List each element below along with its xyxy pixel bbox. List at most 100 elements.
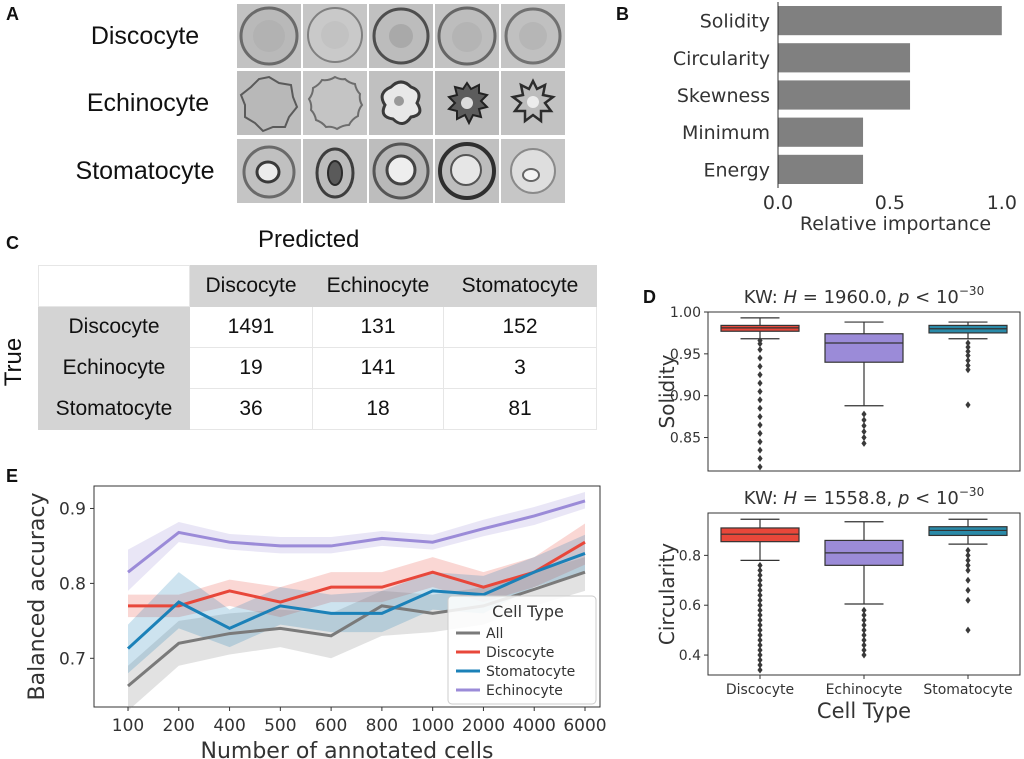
outlier-point [861, 641, 867, 649]
matrix-cell: 1491 [189, 306, 313, 348]
matrix-cell: 3 [443, 347, 597, 389]
x-tick-label: 0.5 [875, 192, 905, 214]
outlier-point [965, 352, 971, 360]
outlier-point [757, 454, 763, 462]
category-label: Minimum [682, 122, 770, 144]
outlier-point [757, 566, 763, 574]
matrix-cell: 81 [443, 388, 597, 430]
importance-bar [778, 80, 911, 110]
feature-importance-chart: Solidity Circularity Skewness Minimum Energy… [673, 2, 1017, 235]
outlier-point [757, 388, 763, 395]
confusion-matrix-row-axis-label: True [0, 337, 27, 387]
outlier-point [757, 586, 763, 594]
micrograph-echinocyte [303, 71, 367, 135]
x-tick-label: 6000 [563, 716, 606, 736]
outlier-point [757, 354, 763, 362]
outlier-point [757, 591, 763, 599]
outlier-point [757, 661, 763, 669]
outlier-point [757, 581, 763, 589]
outlier-point [757, 576, 763, 584]
micrograph-echinocyte [237, 71, 301, 135]
micrograph-discocyte [369, 4, 433, 68]
x-tick-label: Echinocyte [826, 682, 903, 698]
outlier-point [757, 413, 763, 421]
confusion-matrix: Discocyte Echinocyte Stomatocyte Discocy… [38, 265, 597, 430]
balanced-accuracy-chart: 0.7 0.8 0.9 100 200 400 500 600 800 1000 2000 4000 6… [25, 485, 607, 759]
outlier-point [757, 631, 763, 639]
outlier-point [757, 606, 763, 614]
legend-label: All [486, 626, 503, 642]
box-iqr [928, 526, 1008, 537]
outlier-point [861, 616, 867, 624]
category-label: Energy [703, 159, 770, 181]
outlier-point [861, 439, 867, 447]
outlier-point [861, 416, 867, 424]
legend-label: Stomatocyte [486, 664, 575, 680]
outlier-point [965, 401, 971, 409]
series-line [128, 540, 586, 608]
matrix-row-header: Stomatocyte [38, 388, 190, 430]
legend-box [447, 595, 597, 705]
outlier-point [861, 611, 867, 619]
category-label: Skewness [677, 85, 770, 107]
y-tick-label: 0.8 [59, 574, 86, 594]
confusion-matrix-title: Predicted [258, 226, 360, 253]
outlier-point [757, 421, 763, 429]
matrix-cell: 131 [312, 306, 444, 348]
circularity-boxplot: KW: H = 1558.8, p < 10−30 0.4 0.6 0.8Circul… [655, 485, 1021, 723]
outlier-point [757, 641, 763, 649]
outlier-point [757, 656, 763, 664]
outlier-point [965, 366, 971, 374]
matrix-cell: 152 [443, 306, 597, 348]
micrograph-echinocyte [369, 71, 433, 135]
legend-label: Echinocyte [486, 683, 563, 699]
y-tick-label: 0.6 [679, 598, 701, 614]
outlier-point [861, 631, 867, 639]
outlier-point [757, 446, 763, 454]
outlier-point [965, 626, 971, 634]
micrograph-stomatocyte [369, 139, 433, 203]
y-tick-label: 0.95 [670, 347, 701, 363]
outlier-point [965, 551, 971, 559]
x-axis-label: Relative importance [800, 213, 991, 235]
outlier-point [757, 396, 763, 404]
outlier-point [757, 596, 763, 604]
x-tick-label: Stomatocyte [923, 682, 1012, 698]
series-line [126, 552, 586, 650]
box-iqr [824, 333, 904, 363]
outlier-point [965, 357, 971, 365]
box-iqr [720, 527, 800, 543]
x-axis-label: Cell Type [817, 699, 911, 723]
legend-label: Discocyte [486, 645, 554, 661]
outlier-point [757, 611, 763, 619]
x-tick-label: 500 [264, 716, 296, 736]
importance-bar [778, 43, 911, 73]
x-tick-label: 2000 [462, 716, 505, 736]
outlier-point [757, 616, 763, 624]
outlier-point [757, 666, 763, 674]
panel-letter-c: C [6, 233, 19, 253]
x-tick-label: 400 [213, 716, 245, 736]
category-label: Solidity [700, 11, 770, 33]
x-tick-label: 100 [112, 716, 144, 736]
y-tick-label: 0.9 [59, 499, 86, 519]
outlier-point [965, 561, 971, 569]
x-tick-label: 1.0 [987, 192, 1017, 214]
outlier-point [757, 646, 763, 654]
outlier-point [965, 576, 971, 584]
importance-bar [778, 154, 864, 184]
y-tick-label: 0.7 [59, 649, 86, 669]
matrix-col-header: Discocyte [189, 265, 313, 307]
outlier-point [861, 422, 867, 430]
outlier-point [965, 566, 971, 574]
panel-letter-b: B [616, 4, 629, 24]
x-tick-label: 200 [163, 716, 195, 736]
legend-title: Cell Type [492, 602, 564, 621]
micrograph-discocyte [303, 4, 367, 68]
micrograph-echinocyte [435, 71, 499, 135]
y-axis-label: Balanced accuracy [25, 493, 50, 701]
x-tick-label: 4000 [513, 716, 556, 736]
outlier-point [965, 347, 971, 355]
outlier-point [757, 626, 763, 634]
outlier-point [757, 651, 763, 659]
